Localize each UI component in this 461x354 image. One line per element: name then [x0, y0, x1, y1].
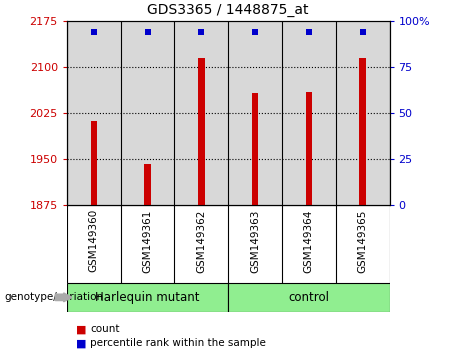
Bar	[252, 93, 258, 205]
Bar	[360, 58, 366, 205]
Title: GDS3365 / 1448875_at: GDS3365 / 1448875_at	[148, 4, 309, 17]
Text: GSM149360: GSM149360	[89, 209, 99, 273]
Text: GSM149364: GSM149364	[304, 209, 314, 273]
Bar	[306, 92, 312, 205]
Text: count: count	[90, 324, 119, 334]
Text: Harlequin mutant: Harlequin mutant	[95, 291, 200, 304]
Bar	[90, 121, 97, 205]
Text: percentile rank within the sample: percentile rank within the sample	[90, 338, 266, 348]
Bar	[144, 164, 151, 205]
Bar	[67, 283, 228, 312]
Text: control: control	[289, 291, 329, 304]
Text: GSM149362: GSM149362	[196, 209, 207, 273]
Text: ■: ■	[76, 324, 87, 334]
Text: ■: ■	[76, 338, 87, 348]
Bar	[198, 58, 205, 205]
Text: GSM149365: GSM149365	[358, 209, 368, 273]
Text: GSM149361: GSM149361	[142, 209, 153, 273]
Text: genotype/variation: genotype/variation	[5, 292, 104, 302]
Bar	[228, 283, 390, 312]
Text: GSM149363: GSM149363	[250, 209, 260, 273]
